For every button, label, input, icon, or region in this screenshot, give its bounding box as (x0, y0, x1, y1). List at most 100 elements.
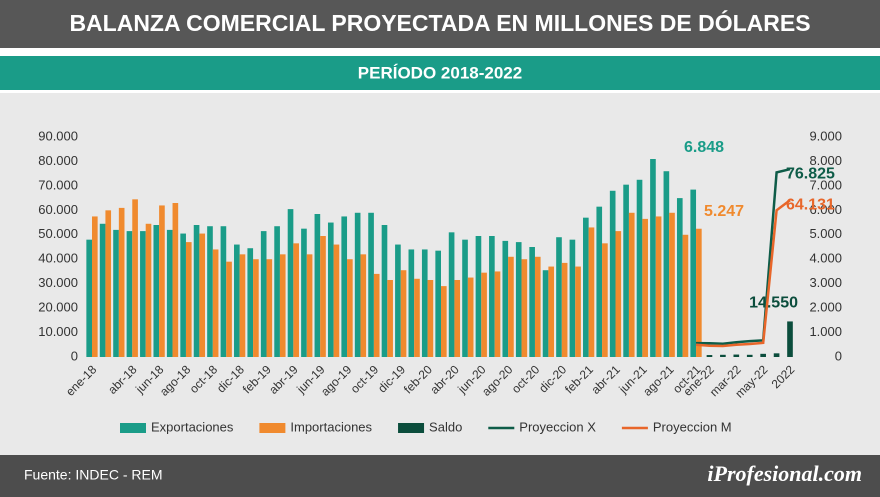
bar (706, 355, 713, 357)
bar (481, 272, 487, 357)
legend-swatch (120, 423, 146, 433)
bar (220, 226, 227, 357)
bar (733, 354, 740, 357)
bar (690, 189, 697, 357)
bar (569, 239, 576, 357)
y-tick-label: 70.000 (38, 177, 78, 192)
bar (132, 199, 138, 357)
bar (145, 223, 152, 357)
bar (676, 198, 683, 357)
legend-label: Proyeccion X (519, 419, 596, 434)
bar (414, 278, 420, 357)
bar (561, 262, 568, 357)
bar (773, 353, 780, 357)
bar (521, 259, 528, 357)
separator (0, 90, 880, 93)
y-tick-label: 0 (71, 348, 78, 363)
bar (494, 271, 501, 357)
y2-tick-label: 2.000 (809, 300, 842, 315)
period-band (0, 56, 880, 90)
bar (508, 256, 514, 357)
bar (548, 266, 555, 357)
bar (515, 242, 522, 357)
separator (0, 48, 880, 56)
y-tick-label: 20.000 (38, 300, 78, 315)
bar (588, 227, 595, 357)
bar (306, 254, 313, 357)
y2-tick-label: 3.000 (809, 275, 842, 290)
bar (212, 249, 219, 357)
bar (395, 244, 401, 357)
bar (615, 231, 622, 357)
bar (467, 277, 474, 357)
bar (542, 270, 549, 357)
period: PERÍODO 2018-2022 (358, 63, 522, 82)
bar (234, 244, 240, 357)
bar (623, 184, 629, 357)
bar (293, 243, 299, 357)
data-label: 5.247 (704, 203, 744, 220)
legend-label: Exportaciones (151, 419, 234, 434)
data-label: 6.848 (684, 139, 724, 156)
bar (118, 207, 125, 357)
y-tick-label: 50.000 (38, 226, 78, 241)
bar (636, 179, 643, 357)
bar (381, 225, 388, 357)
bar (669, 212, 675, 357)
y-tick-label: 40.000 (38, 251, 78, 266)
bar (266, 259, 273, 357)
bar (314, 214, 321, 357)
bar (655, 216, 662, 357)
footer-band (0, 455, 880, 497)
bar (489, 236, 495, 357)
bar (172, 203, 179, 357)
legend-label: Importaciones (290, 419, 372, 434)
bar (327, 222, 334, 357)
bar (760, 353, 766, 357)
y2-tick-label: 5.000 (809, 226, 842, 241)
bar (92, 216, 98, 357)
bar (575, 266, 581, 357)
title: BALANZA COMERCIAL PROYECTADA EN MILLONES… (69, 9, 810, 36)
bar (475, 236, 482, 357)
bar (341, 216, 348, 357)
bar (408, 249, 415, 357)
bar (583, 217, 589, 357)
bar (99, 223, 106, 357)
bar (247, 248, 254, 357)
bar (253, 259, 259, 357)
bar (239, 254, 246, 357)
bar (185, 242, 192, 357)
bar (650, 159, 656, 357)
bar (448, 232, 455, 357)
legend-label: Proyeccion M (653, 419, 732, 434)
bar (207, 226, 213, 357)
bar (373, 273, 380, 357)
bar (347, 259, 353, 357)
bar (159, 205, 165, 357)
bar (400, 270, 407, 357)
y2-tick-label: 9.000 (809, 128, 842, 143)
bar (387, 280, 393, 357)
bar (368, 212, 374, 357)
y2-tick-label: 4.000 (809, 251, 842, 266)
bar (609, 190, 616, 357)
y2-tick-label: 1.000 (809, 324, 842, 339)
y2-tick-label: 6.000 (809, 202, 842, 217)
bar (86, 239, 92, 357)
bar (462, 239, 468, 357)
source: Fuente: INDEC - REM (24, 467, 162, 483)
y-tick-label: 60.000 (38, 202, 78, 217)
bar (126, 231, 133, 357)
bar (153, 225, 160, 357)
bar (454, 280, 461, 357)
bar (260, 231, 267, 357)
legend-label: Saldo (429, 419, 462, 434)
bar (596, 206, 603, 357)
bar (628, 212, 635, 357)
bar (534, 256, 541, 357)
bar (642, 218, 648, 357)
bar (360, 254, 367, 357)
bar (105, 210, 112, 357)
